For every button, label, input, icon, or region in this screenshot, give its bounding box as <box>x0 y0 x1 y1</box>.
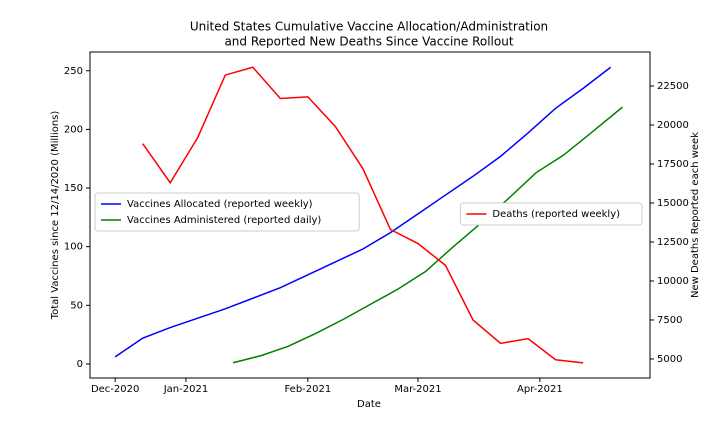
plot-frame <box>89 51 651 379</box>
y2-tick-label: 15000 <box>657 198 689 209</box>
y2-tick-label: 20000 <box>657 120 689 131</box>
y2-tick-label: 10000 <box>657 276 689 287</box>
y-tick-label: 150 <box>64 183 83 194</box>
legend-box <box>94 192 360 232</box>
legend: Deaths (reported weekly) <box>459 202 643 226</box>
legend: Vaccines Allocated (reported weekly) Vacc… <box>94 192 360 232</box>
legend-label: Vaccines Allocated (reported weekly) <box>127 199 313 210</box>
y2-tick-label: 22500 <box>657 81 689 92</box>
x-axis-label: Date <box>357 399 381 410</box>
legend-box <box>459 202 643 226</box>
y-tick-label: 100 <box>64 242 83 253</box>
y2-tick-label: 5000 <box>657 354 682 365</box>
x-tick-label: Apr-2021 <box>517 384 563 395</box>
series-line <box>114 66 612 358</box>
x-tick-label: Jan-2021 <box>163 384 208 395</box>
y-tick-label: 50 <box>70 300 83 311</box>
x-tick-label: Feb-2021 <box>284 384 331 395</box>
y-tick-label: 200 <box>64 124 83 135</box>
y2-axis-label: New Deaths Reported each week <box>690 132 701 298</box>
legend-label: Vaccines Administered (reported daily) <box>127 215 321 226</box>
series-line <box>232 106 623 364</box>
chart-title: and Reported New Deaths Since Vaccine Ro… <box>224 35 513 49</box>
y2-tick-label: 7500 <box>657 315 682 326</box>
x-tick-label: Dec-2020 <box>91 384 139 395</box>
y-tick-label: 0 <box>77 359 83 370</box>
series-line <box>142 66 584 364</box>
legend-label: Deaths (reported weekly) <box>492 209 620 220</box>
y2-tick-label: 12500 <box>657 237 689 248</box>
y-axis-label: Total Vaccines since 12/14/2020 (Million… <box>50 111 61 321</box>
x-tick-label: Mar-2021 <box>394 384 441 395</box>
y-tick-label: 250 <box>64 66 83 77</box>
y2-tick-label: 17500 <box>657 159 689 170</box>
chart-title: United States Cumulative Vaccine Allocat… <box>190 20 548 34</box>
